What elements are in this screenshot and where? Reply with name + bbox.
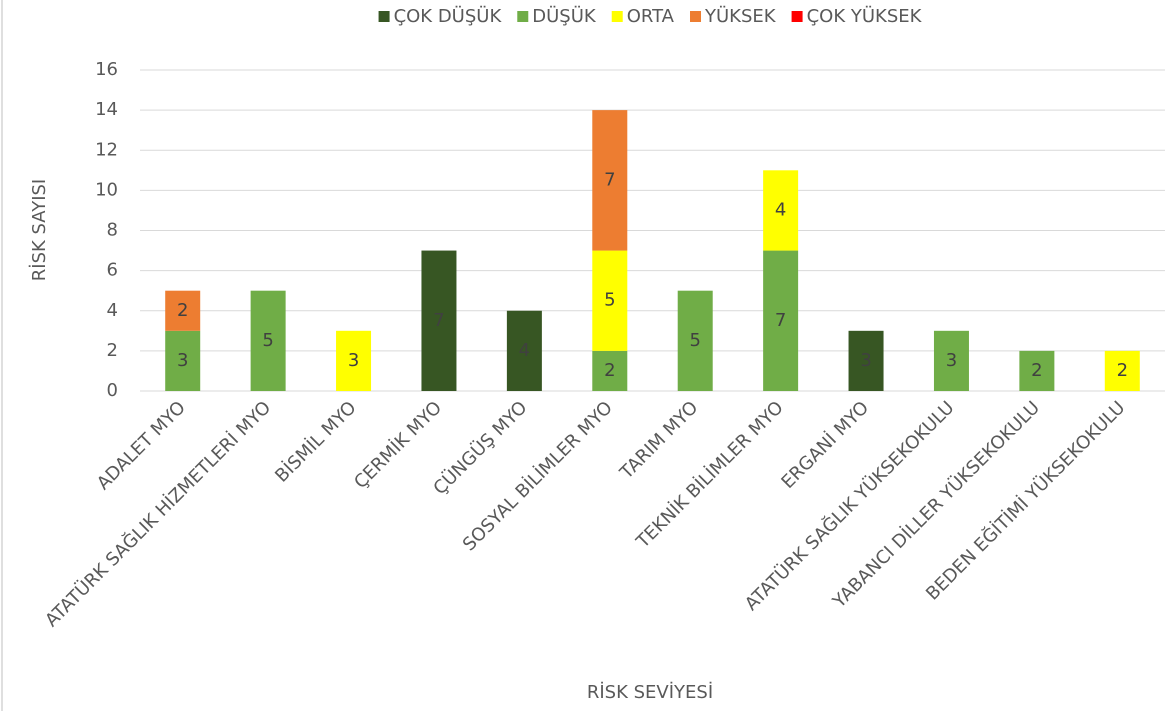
bar-segment [421, 250, 457, 391]
x-tick-label: ÇERMİK MYO [350, 397, 446, 493]
y-tick-label: 10 [95, 179, 118, 200]
y-tick-label: 14 [95, 99, 118, 120]
bar-segment [336, 330, 372, 391]
bar-segment [677, 290, 713, 391]
x-tick-label: TEKNİK BİLİMLER MYO [632, 397, 788, 553]
bar-segment [1104, 350, 1140, 391]
x-tick-label: ERGANİ MYO [777, 397, 873, 493]
x-tick-label: ADALET MYO [93, 397, 190, 494]
legend-label: ÇOK YÜKSEK [807, 5, 923, 27]
y-tick-label: 0 [107, 380, 118, 401]
data-label: 3 [860, 350, 871, 371]
bar-segment [165, 330, 201, 391]
data-label: 5 [604, 290, 615, 311]
y-tick-label: 4 [107, 300, 118, 321]
bar-segment [763, 170, 799, 251]
bar-segment [933, 330, 969, 391]
bar-segment [592, 250, 628, 351]
data-label: 2 [1117, 360, 1128, 381]
data-label: 2 [604, 360, 615, 381]
bar-segment [848, 330, 884, 391]
x-tick-label: BİSMİL MYO [271, 397, 360, 486]
legend-label: ORTA [627, 6, 675, 27]
legend-swatch [611, 11, 623, 22]
legend-label: YÜKSEK [704, 5, 777, 27]
y-tick-label: 12 [95, 139, 118, 160]
data-label: 3 [348, 350, 359, 371]
legend-swatch [791, 11, 803, 22]
legend-swatch [690, 11, 702, 22]
data-label: 7 [433, 310, 444, 331]
legend-label: ÇOK DÜŞÜK [394, 5, 503, 27]
bar-segment [592, 350, 628, 391]
legend-swatch [378, 11, 390, 22]
data-label: 4 [519, 340, 530, 361]
data-label: 7 [775, 310, 786, 331]
bar-segment [165, 290, 201, 331]
data-label: 2 [177, 300, 188, 321]
legend-label: DÜŞÜK [532, 5, 597, 27]
data-label: 7 [604, 169, 615, 190]
data-label: 3 [177, 350, 188, 371]
data-label: 2 [1031, 360, 1042, 381]
bar-segment [592, 110, 628, 251]
y-tick-label: 2 [107, 340, 118, 361]
data-label: 5 [689, 330, 700, 351]
y-tick-label: 6 [107, 260, 118, 281]
bar-segment [250, 290, 286, 391]
bar-segment [763, 250, 799, 391]
data-label: 3 [946, 350, 957, 371]
x-tick-label: TARIM MYO [616, 397, 703, 484]
data-label: 4 [775, 199, 786, 220]
data-label: 5 [262, 330, 273, 351]
bar-segment [1019, 350, 1055, 391]
y-axis-title: RİSK SAYISI [29, 179, 50, 281]
y-tick-label: 16 [95, 59, 118, 80]
x-tick-label: SOSYAL BİLİMLER MYO [459, 397, 617, 555]
bar-segment [506, 310, 542, 391]
y-tick-label: 8 [107, 220, 118, 241]
legend-swatch [517, 11, 529, 22]
x-axis-title: RİSK SEVİYESİ [587, 682, 713, 703]
